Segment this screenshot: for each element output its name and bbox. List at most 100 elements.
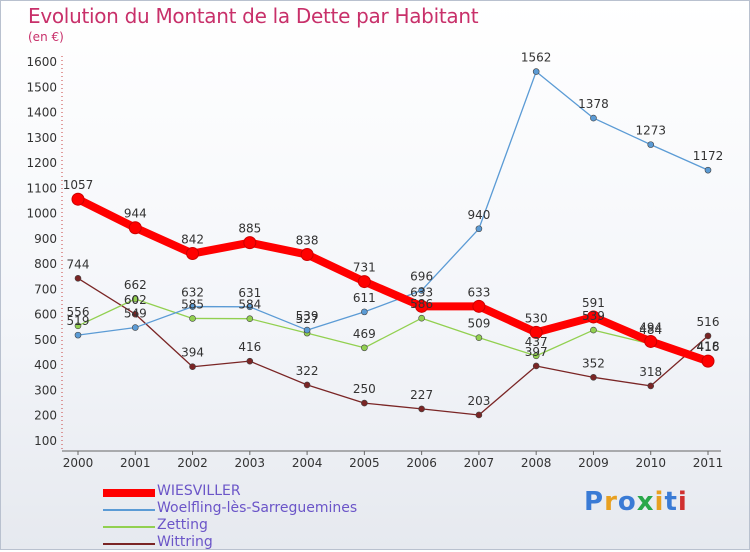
proxiti-logo: Proxiti (584, 487, 688, 517)
data-label: 322 (296, 364, 319, 378)
data-label: 469 (353, 327, 376, 341)
x-tick-label: 2007 (464, 456, 495, 470)
data-point (647, 382, 655, 390)
data-label: 585 (181, 297, 204, 311)
data-label: 1273 (635, 124, 666, 138)
data-label: 631 (238, 286, 261, 300)
x-tick-label: 2000 (63, 456, 94, 470)
data-label: 549 (124, 307, 147, 321)
y-tick-label: 400 (34, 358, 57, 372)
data-point (532, 352, 540, 360)
data-point (644, 334, 658, 348)
data-point (128, 221, 142, 235)
data-label: 318 (639, 365, 662, 379)
data-label: 591 (582, 296, 605, 310)
data-label: 556 (67, 305, 90, 319)
logo-letter: i (654, 487, 665, 517)
data-point (701, 354, 715, 368)
y-tick-label: 1400 (26, 106, 57, 120)
legend-swatch (103, 489, 155, 497)
data-point (74, 322, 82, 330)
data-point (532, 68, 540, 75)
legend-item: Woelfling-lès-Sarreguemines (103, 500, 403, 518)
data-point (131, 295, 139, 303)
data-label: 744 (67, 257, 90, 271)
data-point (590, 374, 597, 381)
data-label: 494 (639, 320, 662, 334)
data-point (246, 357, 254, 365)
data-point (71, 192, 85, 206)
data-point (704, 332, 712, 340)
x-tick-label: 2004 (292, 456, 323, 470)
legend-item: Wittring (103, 534, 403, 552)
data-label: 203 (467, 394, 490, 408)
data-point (590, 326, 597, 334)
data-point (418, 314, 425, 322)
legend-item: Zetting (103, 517, 403, 535)
x-tick-label: 2003 (235, 456, 266, 470)
data-label: 940 (467, 208, 490, 222)
data-label: 416 (697, 340, 720, 354)
data-label: 696 (410, 269, 433, 283)
data-label: 584 (238, 298, 261, 312)
series-line-2 (77, 70, 709, 336)
data-label: 632 (181, 286, 204, 300)
data-label: 842 (181, 233, 204, 247)
data-label: 586 (410, 297, 433, 311)
data-label: 397 (525, 345, 548, 359)
y-tick-label: 1100 (26, 181, 57, 195)
y-tick-label: 100 (34, 434, 57, 448)
data-label: 416 (238, 340, 261, 354)
data-point (246, 303, 254, 311)
data-label: 1562 (521, 51, 552, 65)
logo-letter: i (677, 487, 688, 517)
logo-letter: o (617, 487, 637, 517)
data-label: 519 (67, 314, 90, 328)
data-point (74, 331, 82, 339)
data-label: 611 (353, 291, 376, 305)
data-label: 539 (582, 309, 605, 323)
y-tick-label: 900 (34, 232, 57, 246)
data-point (361, 344, 368, 352)
y-tick-label: 1200 (26, 156, 57, 170)
y-tick-label: 600 (34, 308, 57, 322)
data-point (361, 399, 368, 407)
data-label: 602 (124, 293, 147, 307)
data-point (357, 275, 371, 289)
data-label: 530 (525, 311, 548, 325)
data-point (131, 310, 139, 318)
chart-title: Evolution du Montant de la Dette par Hab… (28, 4, 479, 28)
y-tick-label: 200 (34, 409, 57, 423)
y-tick-label: 1500 (26, 80, 57, 94)
data-point (74, 274, 82, 282)
data-label: 484 (639, 323, 662, 337)
data-point (243, 236, 257, 250)
data-label: 352 (582, 356, 605, 370)
y-tick-label: 300 (34, 383, 57, 397)
legend-swatch (103, 526, 155, 528)
data-point (303, 381, 311, 389)
x-tick-label: 2002 (177, 456, 208, 470)
legend-item: WIESVILLER (103, 483, 403, 501)
legend: WIESVILLER Woelfling-lès-Sarreguemines Z… (103, 483, 403, 552)
series-line-3 (77, 298, 709, 362)
data-point (475, 334, 483, 341)
data-label: 633 (467, 285, 490, 299)
legend-label: Zetting (157, 517, 208, 533)
data-label: 1378 (578, 97, 609, 111)
data-label: 227 (410, 388, 433, 402)
y-tick-label: 800 (34, 257, 57, 271)
legend-label: Wittring (157, 534, 213, 550)
data-label: 633 (410, 285, 433, 299)
data-label: 539 (296, 309, 319, 323)
data-point (415, 299, 429, 313)
data-label: 437 (525, 335, 548, 349)
x-tick-label: 2011 (693, 456, 724, 470)
legend-swatch (103, 509, 155, 511)
y-tick-label: 1000 (26, 207, 57, 221)
data-label: 1172 (693, 149, 724, 163)
legend-label: Woelfling-lès-Sarreguemines (157, 500, 358, 516)
data-point (475, 225, 483, 233)
series-line-1 (74, 195, 712, 366)
